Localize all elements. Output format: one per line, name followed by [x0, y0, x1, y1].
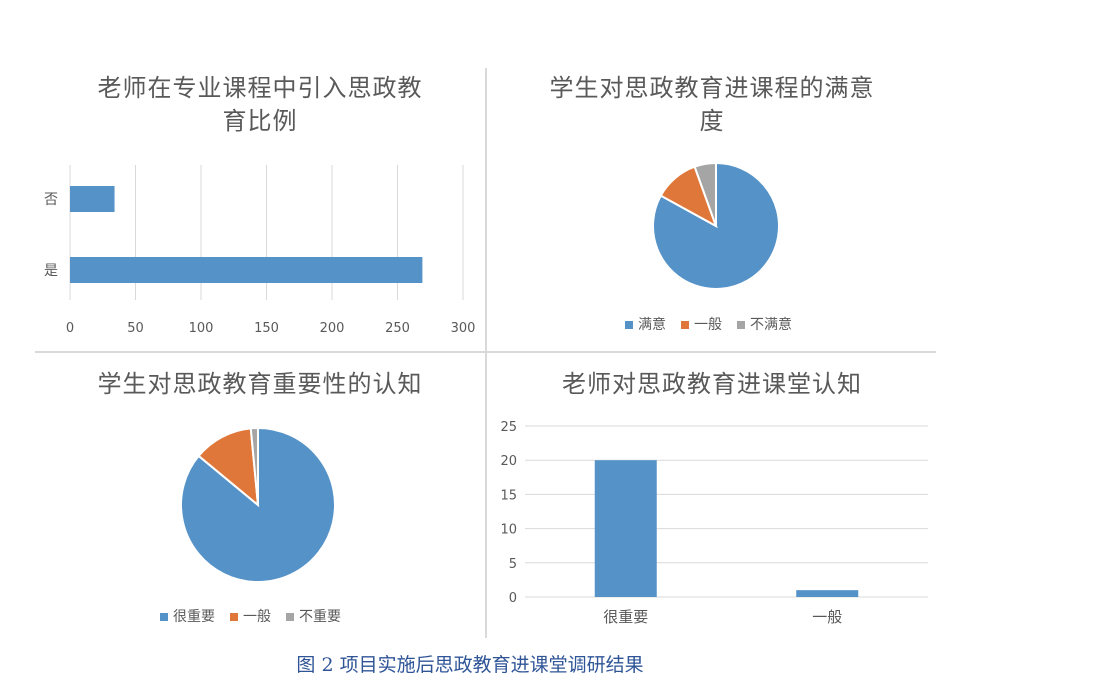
legend-label: 不重要: [299, 609, 341, 625]
bar: [70, 186, 115, 212]
horizontal-divider: [35, 351, 936, 353]
x-tick-label: 300: [451, 321, 476, 336]
x-tick-label: 150: [254, 321, 279, 336]
x-tick-label: 50: [127, 321, 144, 336]
chart-title: 学生对思政教育进课程的满意 度: [549, 74, 875, 135]
legend-swatch: [160, 613, 168, 621]
pie-slice: [693, 161, 717, 227]
y-tick-label: 10: [500, 523, 517, 538]
y-tick-label: 是: [44, 263, 58, 279]
chart-title: 学生对思政教育重要性的认知: [97, 370, 423, 398]
bar: [796, 590, 859, 597]
x-tick-label: 0: [66, 321, 74, 336]
y-tick-label: 20: [500, 454, 517, 469]
legend-label: 不满意: [750, 316, 792, 333]
y-tick-label: 否: [44, 192, 58, 208]
x-tick-label: 很重要: [603, 608, 648, 626]
legend-label: 一般: [243, 609, 271, 625]
legend-swatch: [286, 613, 294, 621]
pie-slice: [249, 426, 259, 506]
vertical-divider: [485, 68, 487, 638]
legend-label: 很重要: [173, 609, 215, 625]
bar: [70, 257, 423, 283]
bar: [594, 460, 657, 597]
chart-title: 老师在专业课程中引入思政教 育比例: [97, 74, 423, 135]
y-tick-label: 15: [500, 488, 517, 503]
legend-label: 满意: [638, 316, 666, 333]
legend-label: 一般: [694, 317, 722, 333]
legend-swatch: [737, 321, 745, 329]
x-tick-label: 一般: [812, 608, 842, 626]
figure-caption: 图 2 项目实施后思政教育进课堂调研结果: [296, 654, 644, 676]
legend-swatch: [681, 321, 689, 329]
legend-swatch: [625, 321, 633, 329]
chart-title: 老师对思政教育进课堂认知: [562, 370, 862, 398]
y-tick-label: 0: [509, 591, 517, 606]
panel-student-importance: 学生对思政教育重要性的认知: [35, 353, 485, 643]
pie-slice: [197, 427, 260, 508]
y-tick-label: 5: [509, 557, 517, 572]
y-tick-label: 25: [500, 420, 517, 435]
x-tick-label: 250: [385, 321, 410, 336]
panel-teacher-ratio: 老师在专业课程中引入思政教 育比例: [35, 60, 485, 350]
panel-teacher-cognition: 老师对思政教育进课堂认知: [487, 353, 937, 643]
panel-student-satisfaction: 学生对思政教育进课程的满意 度: [487, 60, 937, 350]
legend-swatch: [230, 613, 238, 621]
x-tick-label: 200: [320, 321, 345, 336]
x-tick-label: 100: [189, 321, 214, 336]
